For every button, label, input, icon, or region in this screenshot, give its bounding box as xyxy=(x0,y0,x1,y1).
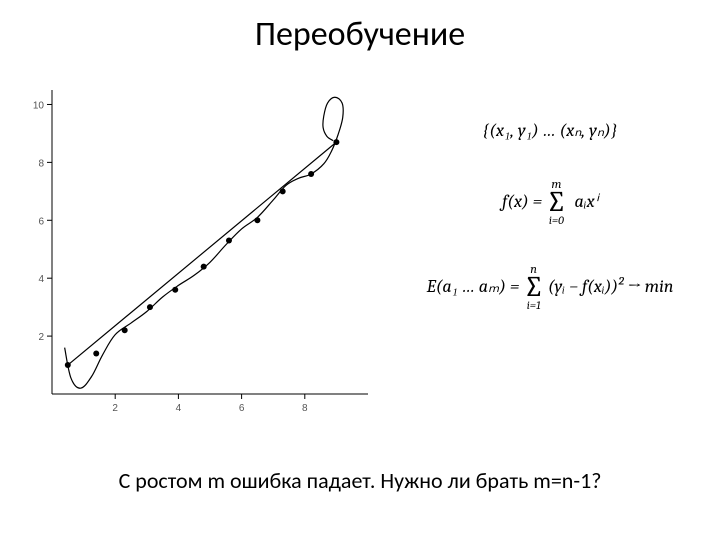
svg-text:6: 6 xyxy=(38,216,44,227)
formula-block: {(x₁, y₁) … (xₙ, yₙ)} f(x) = m ∑ i=0 aᵢx… xyxy=(400,120,700,348)
svg-text:4: 4 xyxy=(176,403,182,414)
svg-text:10: 10 xyxy=(33,100,45,111)
svg-text:6: 6 xyxy=(239,403,245,414)
svg-text:8: 8 xyxy=(302,403,308,414)
overfitting-chart: 2 4 6 8 2 4 6 8 10 xyxy=(18,80,378,420)
svg-text:8: 8 xyxy=(38,158,44,169)
formula-error: E(a₁ … aₘ) = n ∑ i=1 (yᵢ − f(xᵢ))² → min xyxy=(400,263,700,312)
slide-title: Переобучение xyxy=(0,14,720,55)
svg-text:2: 2 xyxy=(112,403,118,414)
formula-model: f(x) = m ∑ i=0 aᵢxⁱ xyxy=(400,178,700,227)
svg-text:2: 2 xyxy=(38,332,44,343)
slide-caption: С ростом m ошибка падает. Нужно ли брать… xyxy=(0,467,720,494)
formula-dataset: {(x₁, y₁) … (xₙ, yₙ)} xyxy=(400,120,700,142)
svg-text:4: 4 xyxy=(38,274,44,285)
